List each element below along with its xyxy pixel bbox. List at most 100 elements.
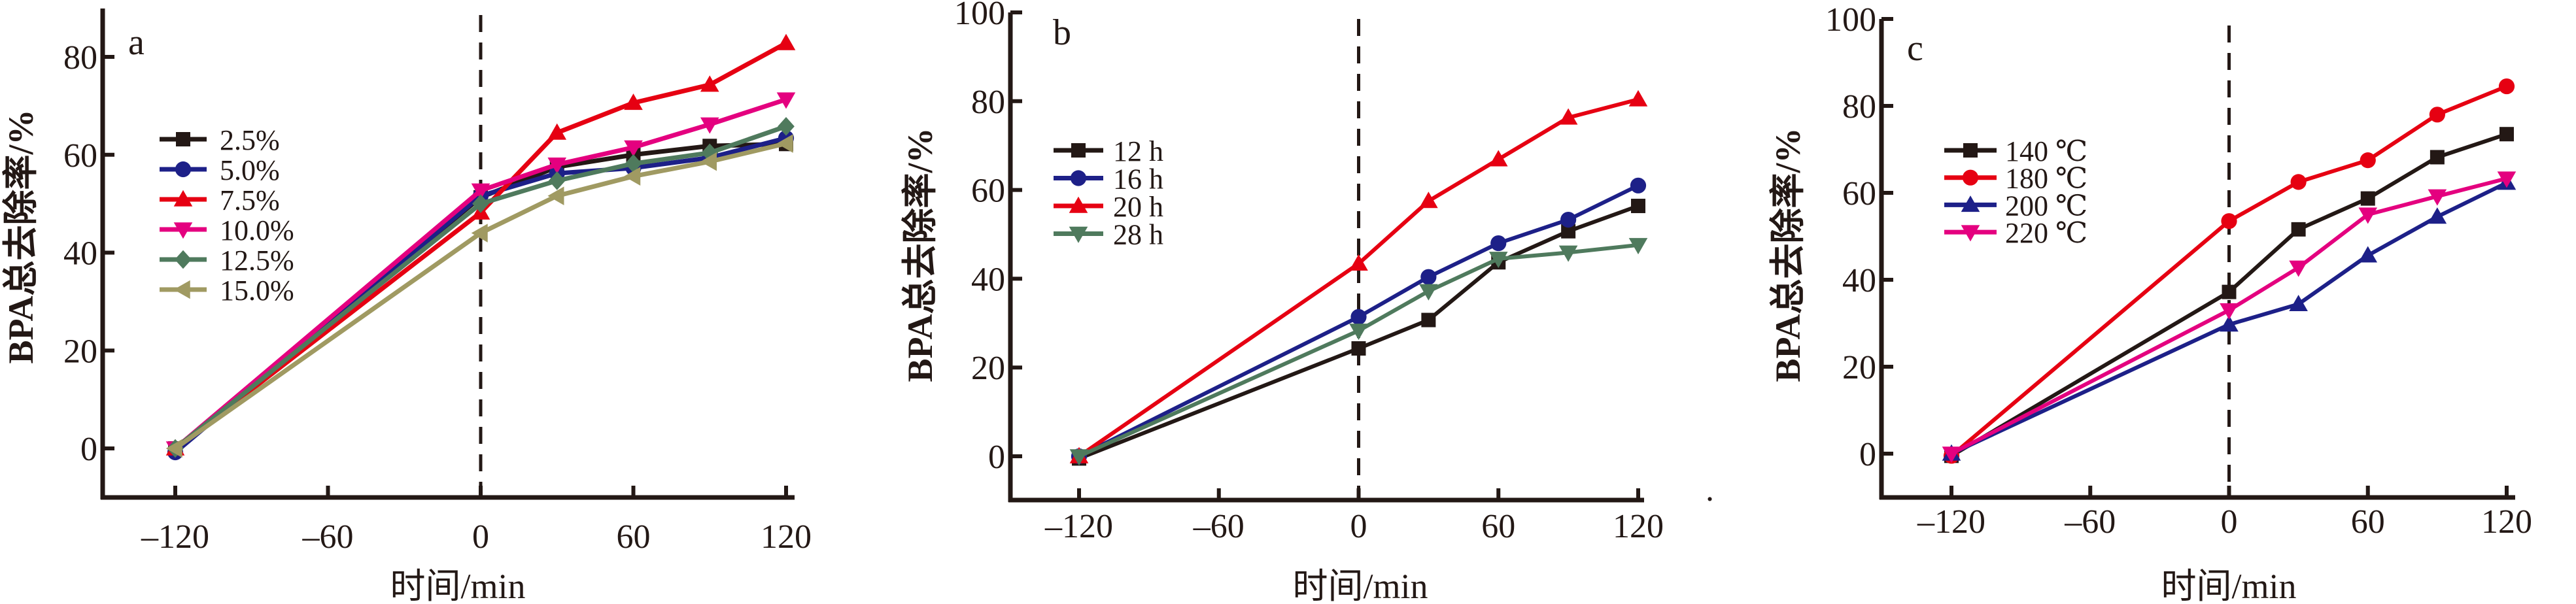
legend-item: 10.0% xyxy=(160,214,294,246)
data-point xyxy=(624,140,643,157)
legend: 2.5%5.0%7.5%10.0%12.5%15.0% xyxy=(160,124,294,307)
legend-marker xyxy=(173,280,190,299)
data-point xyxy=(624,167,641,186)
data-point xyxy=(1069,449,1089,466)
legend-marker xyxy=(1962,169,1979,186)
legend-label: 5.0% xyxy=(220,154,280,186)
y-tick-label: 60 xyxy=(1842,175,1876,212)
legend-item: 16 h xyxy=(1054,163,1163,195)
series-line xyxy=(173,124,787,450)
series-10-0- xyxy=(165,92,796,458)
data-point xyxy=(2220,315,2239,332)
legend-item: 20 h xyxy=(1054,191,1163,223)
x-tick-label: –120 xyxy=(141,518,209,556)
y-axis-title: BPA总去除率/% xyxy=(901,128,940,382)
data-point xyxy=(1349,324,1368,341)
legend-item: 180 ℃ xyxy=(1944,163,2087,195)
data-point xyxy=(700,75,719,92)
legend: 12 h16 h20 h28 h xyxy=(1054,135,1163,251)
data-point xyxy=(1631,199,1645,214)
series-15-0- xyxy=(165,134,793,458)
data-point xyxy=(2498,78,2515,95)
legend-marker xyxy=(173,222,193,239)
data-point xyxy=(1561,224,1576,239)
panel-letter: b xyxy=(1053,12,1071,53)
x-tick-label: 120 xyxy=(2481,503,2532,541)
series-28-h xyxy=(1069,238,1648,466)
data-point xyxy=(2222,284,2237,299)
data-point xyxy=(2290,174,2307,190)
panel-letter: a xyxy=(128,22,145,63)
series-line xyxy=(1078,243,1639,458)
panel-b: 0 20 40 60 80 100 –120 –60 0 60 120 时间/min BPA总去除率/%… xyxy=(901,0,1664,604)
data-point xyxy=(1630,177,1647,193)
legend-item: 220 ℃ xyxy=(1944,217,2087,249)
x-tick-label: –120 xyxy=(1044,508,1113,545)
y-tick-label: 40 xyxy=(1842,262,1876,299)
data-point xyxy=(547,123,567,140)
legend-item: 5.0% xyxy=(160,154,280,186)
legend-item: 140 ℃ xyxy=(1944,135,2087,167)
x-tick-label: –120 xyxy=(1917,503,1985,541)
legend-item: 7.5% xyxy=(160,184,280,216)
legend-item: 15.0% xyxy=(160,275,294,307)
x-tick-label: –60 xyxy=(2064,503,2116,541)
y-tick-label: 40 xyxy=(63,235,97,273)
series-line xyxy=(1950,176,2507,456)
data-point xyxy=(2358,246,2378,263)
y-axis-title: BPA总去除率/% xyxy=(1768,128,1808,382)
series-line xyxy=(1078,184,1640,458)
x-axis-title: 时间/min xyxy=(1292,567,1428,604)
legend-marker xyxy=(173,190,193,207)
legend-marker xyxy=(1071,143,1086,158)
y-tick-label: 80 xyxy=(971,84,1005,121)
data-point xyxy=(700,152,717,171)
data-point xyxy=(165,439,182,458)
legend-item: 12.5% xyxy=(160,244,294,277)
data-point xyxy=(2221,213,2237,229)
y-tick-label: 100 xyxy=(1825,1,1876,39)
data-point xyxy=(776,134,793,153)
legend-marker xyxy=(175,161,192,178)
data-point xyxy=(1942,446,1961,463)
legend-label: 7.5% xyxy=(220,184,280,216)
x-tick-label: 120 xyxy=(1613,508,1664,545)
data-point xyxy=(2429,107,2445,123)
data-point xyxy=(625,154,642,173)
y-tick-label: 60 xyxy=(63,137,97,175)
legend-marker xyxy=(1963,143,1978,158)
data-point xyxy=(1488,252,1508,269)
legend-marker xyxy=(1069,226,1088,243)
x-tick-label: 60 xyxy=(617,518,651,556)
legend-marker xyxy=(1069,196,1088,213)
y-tick-label: 0 xyxy=(1859,436,1876,473)
y-tick-label: 20 xyxy=(1842,349,1876,386)
legend-label: 28 h xyxy=(1113,219,1163,251)
series-line xyxy=(173,97,787,450)
data-point xyxy=(1351,341,1366,356)
legend-label: 16 h xyxy=(1113,163,1163,195)
data-point xyxy=(1628,238,1648,255)
series-220- xyxy=(1942,171,2516,463)
legend-label: 180 ℃ xyxy=(2005,163,2087,195)
series-line xyxy=(173,41,787,450)
x-tick-label: 120 xyxy=(761,518,812,556)
data-point xyxy=(2358,207,2378,224)
data-point xyxy=(1560,211,1577,228)
x-tick-label: –60 xyxy=(302,518,354,556)
x-tick-label: 0 xyxy=(472,518,489,556)
data-point xyxy=(2360,152,2376,169)
series-line xyxy=(1078,204,1640,461)
x-axis-title: 时间/min xyxy=(2161,567,2296,604)
x-tick-label: 60 xyxy=(1481,508,1515,545)
data-point xyxy=(701,143,719,163)
y-tick-label: 60 xyxy=(971,173,1005,210)
legend-marker xyxy=(1961,195,1980,212)
legend-label: 220 ℃ xyxy=(2005,217,2087,249)
legend-label: 12.5% xyxy=(220,244,294,277)
legend-label: 200 ℃ xyxy=(2005,190,2087,222)
y-tick-label: 20 xyxy=(971,350,1005,387)
y-tick-label: 0 xyxy=(988,439,1005,476)
legend-marker xyxy=(1070,170,1087,186)
y-tick-label: 20 xyxy=(63,333,97,370)
